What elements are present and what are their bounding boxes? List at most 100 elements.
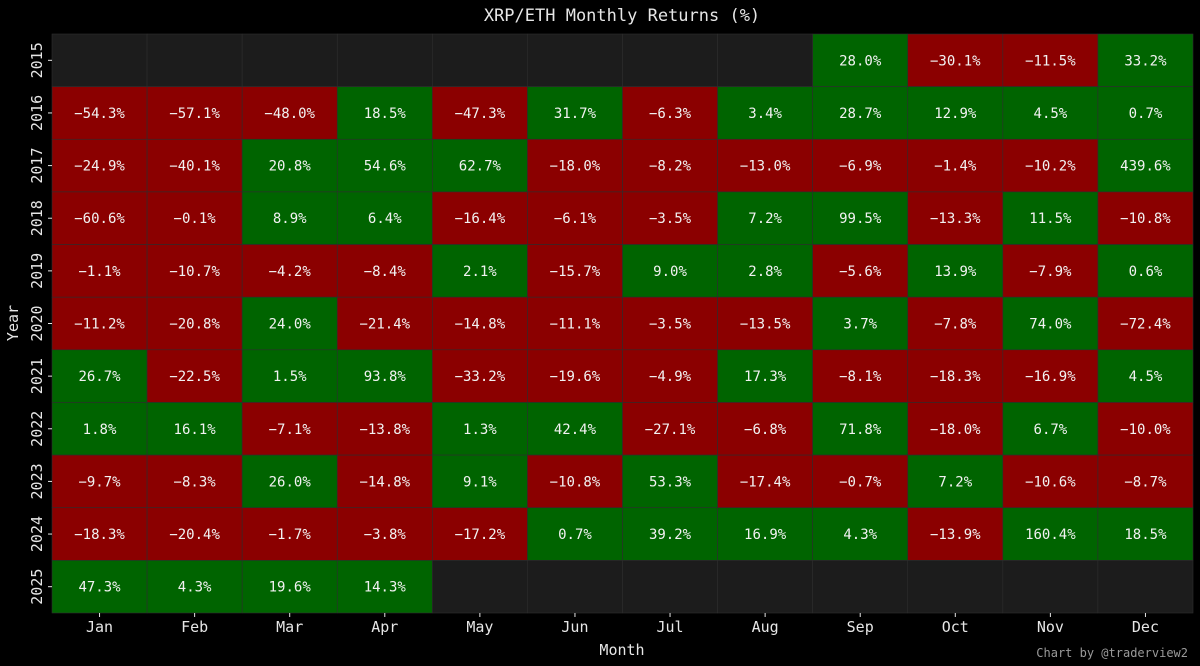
heatmap-cell xyxy=(812,402,909,456)
heatmap-cell xyxy=(336,507,433,561)
heatmap-cell xyxy=(241,296,338,351)
cell-value-label: −7.8% xyxy=(934,317,977,333)
cell-value-label: −22.5% xyxy=(169,369,220,385)
heatmap-cell xyxy=(527,454,623,509)
cell-value-label: 42.4% xyxy=(554,422,597,438)
heatmap-cell xyxy=(812,349,909,403)
cell-value-label: −10.8% xyxy=(1120,211,1171,227)
heatmap-cell xyxy=(907,33,1004,87)
heatmap-cell xyxy=(622,402,718,456)
cell-value-label: −6.8% xyxy=(744,422,787,438)
heatmap-cell xyxy=(622,560,718,614)
heatmap-cell xyxy=(336,296,433,351)
cell-value-label: −3.5% xyxy=(649,211,692,227)
cell-value-label: 439.6% xyxy=(1120,159,1171,175)
heatmap-cell xyxy=(432,244,528,298)
heatmap-cell xyxy=(1002,86,1099,140)
heatmap-cell xyxy=(51,296,148,351)
cell-value-label: 0.7% xyxy=(558,527,592,543)
cell-value-label: −10.7% xyxy=(169,264,220,280)
heatmap-cell xyxy=(146,86,243,140)
heatmap-cell xyxy=(1002,402,1099,456)
cell-value-label: −14.8% xyxy=(455,317,506,333)
x-tick-label: Aug xyxy=(752,618,779,636)
heatmap-cell xyxy=(907,191,1004,245)
cell-value-label: −10.6% xyxy=(1025,474,1076,490)
heatmap-cell xyxy=(51,454,148,509)
cell-value-label: −10.0% xyxy=(1120,422,1171,438)
heatmap-cell xyxy=(146,349,243,403)
heatmap-cell xyxy=(527,560,623,614)
cell-value-label: −8.4% xyxy=(364,264,407,280)
heatmap-cell xyxy=(51,560,148,614)
cell-value-label: 16.1% xyxy=(174,422,217,438)
cell-value-label: 4.3% xyxy=(843,527,877,543)
heatmap-cell xyxy=(241,454,338,509)
cell-value-label: −1.1% xyxy=(78,264,121,280)
cell-value-label: 13.9% xyxy=(934,264,977,280)
heatmap-cell xyxy=(1097,296,1194,351)
cell-value-label: 33.2% xyxy=(1124,53,1167,69)
cell-value-label: 8.9% xyxy=(273,211,307,227)
cell-value-label: 7.2% xyxy=(748,211,782,227)
heatmap-cell xyxy=(241,33,338,87)
heatmap-cell xyxy=(622,507,718,561)
cell-value-label: 7.2% xyxy=(938,474,972,490)
heatmap-cell xyxy=(1097,191,1194,245)
cell-value-label: −1.7% xyxy=(269,527,312,543)
x-tick-label: Mar xyxy=(276,618,303,636)
cell-value-label: −3.5% xyxy=(649,317,692,333)
heatmap-cell xyxy=(241,191,338,245)
x-tick-label: Dec xyxy=(1132,618,1159,636)
heatmap-cell xyxy=(717,33,813,87)
heatmap-cell xyxy=(51,33,148,87)
heatmap-cell xyxy=(812,454,909,509)
heatmap-cell xyxy=(432,507,528,561)
heatmap-cell xyxy=(907,454,1004,509)
heatmap-cell xyxy=(146,33,243,87)
heatmap-cell xyxy=(1097,507,1194,561)
heatmap-cell xyxy=(622,349,718,403)
heatmap-cell xyxy=(527,349,623,403)
cell-value-label: −5.6% xyxy=(839,264,882,280)
cell-value-label: −57.1% xyxy=(169,106,220,122)
heatmap-cell xyxy=(527,507,623,561)
heatmap-cell xyxy=(622,33,718,87)
heatmap-cell xyxy=(146,402,243,456)
cell-value-label: 4.5% xyxy=(1034,106,1068,122)
cell-value-label: 71.8% xyxy=(839,422,882,438)
heatmap-cell xyxy=(907,296,1004,351)
heatmap-cell xyxy=(146,244,243,298)
cell-value-label: −8.2% xyxy=(649,159,692,175)
heatmap-cell xyxy=(1002,560,1099,614)
heatmap-cell xyxy=(1002,33,1099,87)
cell-value-label: −30.1% xyxy=(930,53,981,69)
x-axis-label: Month xyxy=(599,641,644,659)
cell-value-label: −10.8% xyxy=(550,474,601,490)
cell-value-label: 11.5% xyxy=(1029,211,1072,227)
cell-value-label: 0.6% xyxy=(1129,264,1163,280)
y-tick-label: 2022 xyxy=(28,411,46,447)
heatmap-cell xyxy=(1097,454,1194,509)
heatmap-cell xyxy=(717,191,813,245)
heatmap-cell xyxy=(1002,349,1099,403)
cell-value-label: 9.0% xyxy=(653,264,687,280)
cell-value-label: 160.4% xyxy=(1025,527,1076,543)
x-tick-label: Nov xyxy=(1037,618,1064,636)
cell-value-label: 53.3% xyxy=(649,474,692,490)
heatmap-cell xyxy=(527,86,623,140)
cell-value-label: 2.1% xyxy=(463,264,497,280)
heatmap-cell xyxy=(51,86,148,140)
heatmap-cell xyxy=(146,507,243,561)
cell-value-label: −17.2% xyxy=(455,527,506,543)
heatmap-cell xyxy=(146,138,243,193)
heatmap-cell xyxy=(1002,191,1099,245)
y-tick-label: 2020 xyxy=(28,305,46,341)
y-tick-label: 2023 xyxy=(28,463,46,499)
cell-value-label: 0.7% xyxy=(1129,106,1163,122)
heatmap-cell xyxy=(51,191,148,245)
heatmap-cell xyxy=(1002,138,1099,193)
y-tick-label: 2018 xyxy=(28,200,46,236)
heatmap-cell xyxy=(51,138,148,193)
